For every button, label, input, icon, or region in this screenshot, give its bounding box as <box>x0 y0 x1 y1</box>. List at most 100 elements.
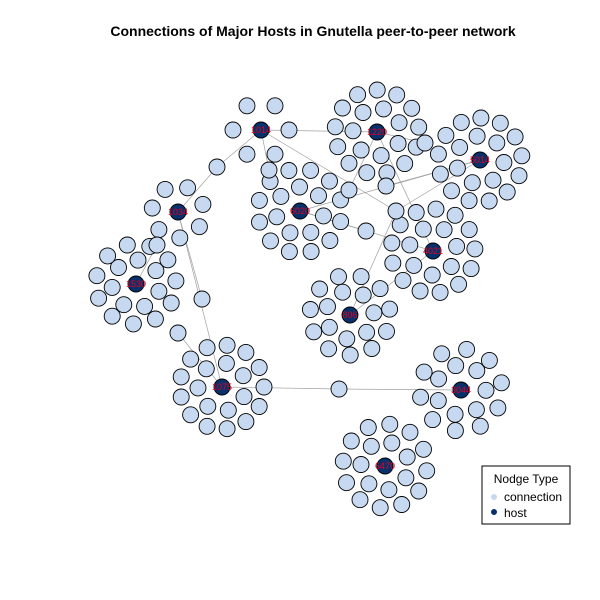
connection-node <box>471 417 489 435</box>
host-cluster: 806 <box>301 268 399 364</box>
connection-node <box>513 147 531 165</box>
connection-node <box>198 339 216 357</box>
connection-node <box>281 224 299 242</box>
connection-node <box>467 401 485 419</box>
connection-node <box>342 432 360 450</box>
connection-node <box>143 199 161 217</box>
connection-node <box>452 113 470 131</box>
host-cluster: 1530 <box>88 236 185 333</box>
connection-node <box>358 323 376 341</box>
connection-node <box>255 378 273 396</box>
connection-node <box>334 452 352 470</box>
connection-node <box>150 282 168 300</box>
connection-node <box>433 345 451 363</box>
host-label: 3044 <box>451 385 471 395</box>
connection-node <box>352 268 370 286</box>
host-cluster: 6020 <box>250 161 350 261</box>
connection-node <box>371 280 389 298</box>
connection-node <box>349 86 367 104</box>
connection-node <box>310 187 327 205</box>
connection-node <box>301 301 319 318</box>
connection-node <box>352 141 370 159</box>
connection-node <box>118 236 136 254</box>
connection-node <box>182 350 200 368</box>
connection-node <box>219 401 237 419</box>
connection-node <box>88 267 106 285</box>
edge-line <box>177 332 223 388</box>
connection-node <box>448 237 466 255</box>
connection-node <box>430 370 448 388</box>
connection-node <box>321 172 338 190</box>
connection-node <box>468 362 486 380</box>
host-label: 6020 <box>290 206 310 216</box>
connection-node <box>411 282 429 300</box>
connection-node <box>429 392 447 410</box>
connection-node <box>410 482 428 500</box>
connection-node <box>344 122 362 140</box>
connection-node <box>197 360 215 378</box>
connection-node <box>384 254 402 272</box>
bridge-node-layer <box>148 134 434 398</box>
connection-node <box>272 187 290 205</box>
connection-node <box>450 275 468 293</box>
connection-node <box>375 100 392 118</box>
connection-node <box>393 496 411 513</box>
connection-node <box>398 448 416 466</box>
connection-node <box>414 220 432 238</box>
connection-node <box>262 232 279 250</box>
host-cluster: 1034 <box>143 179 212 247</box>
edge-line <box>216 129 262 168</box>
connection-node <box>401 423 419 441</box>
connection-node <box>305 323 323 341</box>
connection-node <box>358 164 376 182</box>
connection-node <box>280 243 298 261</box>
host-node <box>471 151 489 169</box>
connection-node <box>352 456 370 473</box>
edge-line <box>177 166 218 213</box>
connection-node <box>179 179 197 197</box>
host-label: 6470 <box>375 461 395 471</box>
connection-node <box>368 81 386 99</box>
connection-node <box>506 128 524 146</box>
bridge-node <box>169 324 187 342</box>
connection-node <box>234 367 252 385</box>
connection-node <box>351 491 369 509</box>
connection-node <box>311 280 329 298</box>
connection-node <box>401 236 419 254</box>
connection-node <box>390 114 408 132</box>
connection-node <box>321 232 339 249</box>
legend-label-connection: connection <box>504 490 562 504</box>
connection-node <box>110 259 127 276</box>
bridge-node <box>357 222 375 240</box>
legend: Nodge Type connection host <box>481 465 571 525</box>
connection-node <box>280 162 298 179</box>
connection-node <box>136 297 154 315</box>
connection-node <box>381 415 399 433</box>
connection-node <box>291 178 308 196</box>
connection-node <box>495 154 513 171</box>
connection-node <box>363 340 381 357</box>
connection-node <box>429 145 447 163</box>
connection-node <box>403 99 421 117</box>
connection-node <box>397 469 415 487</box>
chart-title: Connections of Major Hosts in Gnutella p… <box>110 23 515 39</box>
connection-node <box>383 434 401 452</box>
connection-node <box>371 499 389 517</box>
host-label: 1530 <box>126 279 146 289</box>
legend-label-host: host <box>504 506 527 520</box>
connection-node <box>319 298 336 316</box>
connection-node <box>437 126 455 144</box>
connection-node <box>199 397 217 415</box>
connection-node <box>302 223 320 241</box>
bridge-node <box>208 158 226 176</box>
connection-node <box>394 271 412 289</box>
connection-node <box>338 330 356 348</box>
connection-node <box>407 204 425 221</box>
bridge-node <box>416 134 434 152</box>
connection-node <box>250 398 268 415</box>
connection-node <box>302 243 320 260</box>
edge-line <box>221 386 340 390</box>
connection-node <box>238 97 256 115</box>
connection-node <box>489 399 507 417</box>
